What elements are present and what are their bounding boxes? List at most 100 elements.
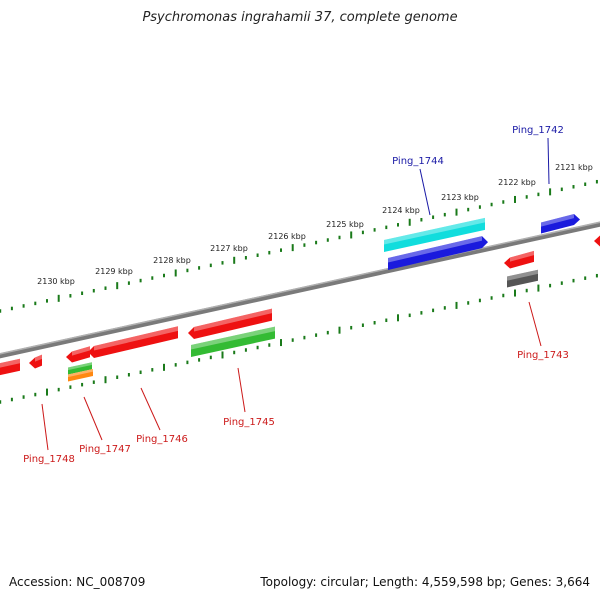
inner-major-tick (455, 301, 458, 309)
inner-minor-tick (572, 278, 575, 283)
leader-line-Ping_1745 (237, 367, 246, 413)
tick-label: 2124 kbp (382, 206, 420, 215)
gene-label-Ping_1747[interactable]: Ping_1747 (79, 444, 131, 455)
inner-major-tick (280, 339, 282, 347)
inner-minor-tick (303, 335, 306, 340)
inner-minor-tick (549, 283, 552, 288)
feature-Ping_1742-body (541, 213, 580, 234)
leader-line-Ping_1748 (41, 403, 49, 451)
feature-Ping_1748-shine (35, 354, 42, 362)
inner-minor-tick (502, 293, 505, 298)
tick-label: 2123 kbp (441, 193, 479, 202)
inner-minor-tick (408, 313, 411, 318)
inner-minor-tick (10, 397, 13, 402)
inner-minor-tick (595, 273, 598, 278)
tick-label: 2130 kbp (37, 277, 75, 286)
inner-minor-tick (139, 370, 142, 375)
feature-edge-right[interactable] (594, 234, 600, 247)
feature-Ping_1743-shine (507, 269, 538, 281)
gene-label-Ping_1748[interactable]: Ping_1748 (23, 454, 75, 465)
feature-Ping_1745-shine (191, 326, 275, 350)
inner-minor-tick (467, 301, 470, 305)
feature-Ping_1747-orange[interactable] (68, 369, 93, 382)
inner-tick-track (0, 273, 598, 404)
inner-major-tick (46, 388, 48, 396)
feature-Ping_1742[interactable] (541, 213, 580, 234)
outer-major-tick (455, 208, 458, 216)
feature-Ping_1744[interactable] (388, 236, 488, 270)
outer-minor-tick (397, 223, 399, 227)
tick-label: 2122 kbp (498, 178, 536, 187)
outer-minor-tick (490, 202, 493, 207)
inner-minor-tick (92, 380, 95, 384)
outer-minor-tick (81, 291, 84, 296)
inner-minor-tick (291, 338, 294, 342)
accession-text: Accession: NC_008709 (9, 575, 146, 589)
feature-edge-left[interactable] (0, 358, 20, 376)
feature-Ping_1747-green-body (68, 362, 92, 375)
feature-Ping_1745[interactable] (191, 326, 275, 357)
outer-minor-tick (268, 250, 271, 255)
outer-minor-tick (373, 228, 376, 232)
inner-major-tick (397, 314, 399, 322)
gene-label-Ping_1744[interactable]: Ping_1744 (392, 156, 444, 167)
outer-minor-tick (151, 276, 154, 280)
outer-minor-tick (92, 288, 95, 293)
feature-Ping_1743[interactable] (507, 269, 538, 288)
tick-label: 2126 kbp (268, 232, 306, 241)
inner-minor-tick (525, 288, 528, 293)
tick-label: 2129 kbp (95, 267, 133, 276)
inner-minor-tick (584, 276, 587, 280)
feature-Ping_1748[interactable] (29, 354, 42, 369)
inner-minor-tick (174, 363, 177, 367)
inner-major-tick (163, 363, 165, 371)
feature-Ping_1746-shine (94, 326, 178, 351)
feature-edge-right-body (594, 235, 600, 247)
feature-Ping_1746[interactable] (88, 326, 178, 358)
outer-minor-tick (22, 304, 25, 308)
outer-minor-tick (303, 243, 306, 247)
gene-label-Ping_1745[interactable]: Ping_1745 (223, 417, 275, 428)
inner-minor-tick (432, 308, 435, 313)
gene-label-Ping_1742[interactable]: Ping_1742 (512, 125, 564, 136)
inner-minor-tick (560, 281, 563, 285)
inner-major-tick (537, 284, 540, 292)
outer-major-tick (233, 256, 236, 264)
feature-Ping_1747-red-shine (72, 346, 90, 356)
feature-Ping_1745-red[interactable] (188, 308, 272, 339)
inner-minor-tick (198, 358, 201, 362)
gene-label-Ping_1746[interactable]: Ping_1746 (136, 434, 188, 445)
outer-minor-tick (525, 195, 528, 199)
inner-minor-tick (420, 311, 423, 315)
outer-minor-tick (139, 278, 142, 283)
leader-line-Ping_1746 (140, 387, 161, 431)
outer-minor-tick (256, 253, 259, 257)
outer-minor-tick (443, 212, 446, 217)
feature-Ping_1745-red-body (188, 308, 272, 339)
feature-Ping_1747-red[interactable] (66, 346, 90, 363)
inner-major-tick (104, 376, 107, 384)
feature-Ping_1743-red[interactable] (504, 250, 534, 269)
feature-Ping_1747-green[interactable] (68, 362, 92, 375)
outer-minor-tick (385, 225, 388, 230)
feature-Ping_1743-body (507, 269, 538, 288)
gene-label-Ping_1743[interactable]: Ping_1743 (517, 350, 569, 361)
feature-Ping_1747-orange-shine (68, 369, 93, 378)
gene-features (0, 213, 600, 382)
outer-minor-tick (10, 306, 13, 311)
outer-minor-tick (537, 192, 540, 197)
outer-minor-tick (361, 230, 364, 235)
outer-minor-tick (0, 309, 2, 313)
inner-minor-tick (490, 296, 493, 300)
outer-minor-tick (572, 185, 575, 189)
feature-Ping_1748-body (29, 354, 42, 369)
gene-labels: Ping_1742 Ping_1744 Ping_1743 Ping_1745 Ping… (23, 125, 569, 465)
outer-minor-tick (34, 301, 37, 306)
inner-minor-tick (315, 333, 318, 337)
inner-minor-tick (350, 325, 353, 330)
feature-Ping_1744-shine (388, 236, 482, 263)
genome-stats-text: Topology: circular; Length: 4,559,598 bp… (260, 575, 590, 589)
feature-Ping_1744-cyan[interactable] (384, 217, 485, 252)
outer-minor-tick (244, 256, 247, 260)
outer-minor-tick (198, 266, 201, 270)
